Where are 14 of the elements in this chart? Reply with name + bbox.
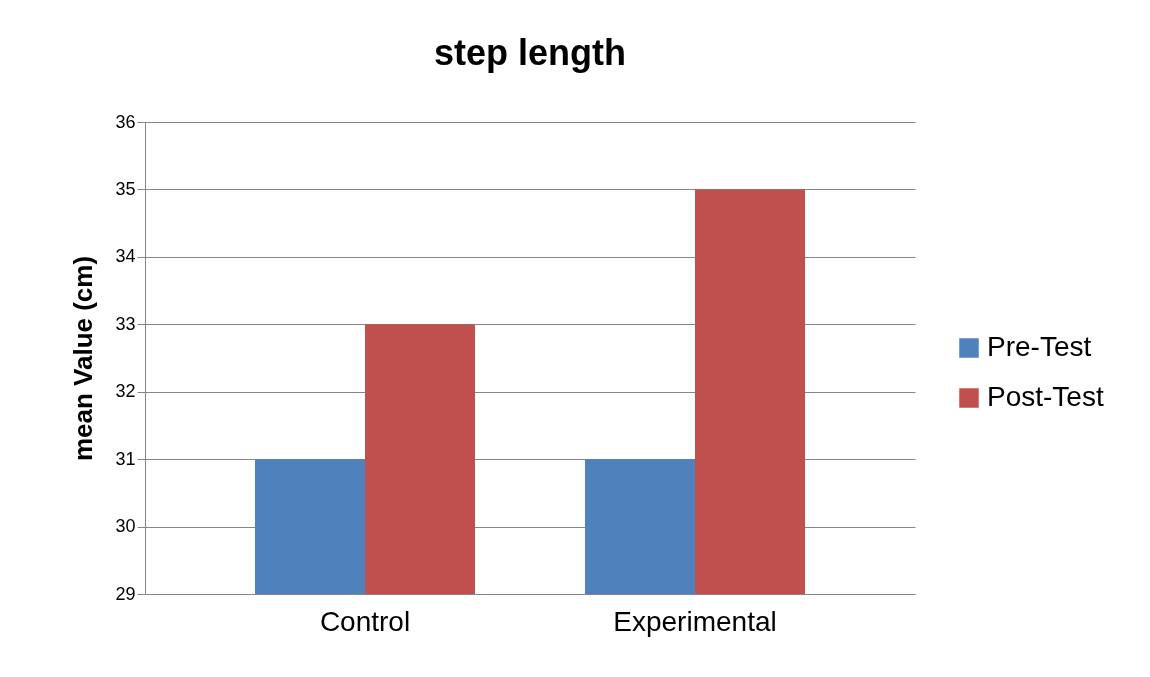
y-tick-label: 36 — [115, 111, 136, 132]
y-axis-title: mean Value (cm) — [68, 255, 99, 462]
y-tick-label: 31 — [115, 448, 136, 469]
x-tick-label: Control — [319, 605, 411, 637]
x-tick-label: Experimental — [613, 605, 777, 637]
y-tick-label: 34 — [115, 246, 136, 267]
y-tick-label: 30 — [115, 516, 136, 537]
y-tick-label: 32 — [115, 381, 136, 402]
y-tick-label: 33 — [115, 313, 136, 334]
y-tick-label: 35 — [115, 178, 136, 199]
chart-title: step length — [433, 32, 627, 73]
legend-label: Post-Test — [987, 381, 1104, 412]
y-tick-label: 29 — [115, 583, 136, 604]
legend-label: Pre-Test — [987, 331, 1092, 362]
